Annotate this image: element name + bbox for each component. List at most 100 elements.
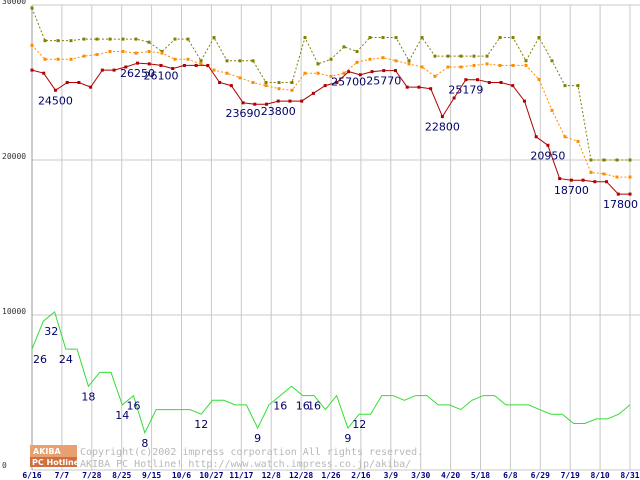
data-point-min_price bbox=[464, 78, 468, 82]
data-point-min_price bbox=[159, 63, 163, 67]
data-point-min_price bbox=[569, 178, 573, 182]
data-point-avg_price bbox=[576, 139, 580, 143]
data-point-min_price bbox=[335, 81, 339, 84]
x-tick-label: 11/17 bbox=[229, 471, 253, 480]
data-point-max_price bbox=[316, 62, 320, 66]
copyright-line-1: Copyright(c)2002 impress corporation All… bbox=[80, 447, 423, 458]
data-point-max_price bbox=[303, 36, 307, 40]
data-label-min_price: 25179 bbox=[448, 84, 483, 97]
data-point-avg_price bbox=[524, 63, 528, 67]
data-point-max_price bbox=[394, 36, 398, 40]
akiba-logo-text: AKIBA bbox=[33, 447, 61, 456]
data-point-min_price bbox=[311, 91, 315, 95]
x-tick-label: 8/10 bbox=[590, 471, 609, 480]
data-point-avg_price bbox=[550, 108, 554, 112]
data-point-max_price bbox=[238, 59, 242, 63]
data-label-min_price: 23800 bbox=[261, 105, 296, 118]
data-point-min_price bbox=[429, 87, 433, 91]
data-point-max_price bbox=[277, 81, 281, 84]
x-tick-label: 12/28 bbox=[289, 471, 313, 480]
data-point-avg_price bbox=[498, 63, 502, 67]
x-tick-label: 10/27 bbox=[199, 471, 223, 480]
data-point-avg_price bbox=[251, 81, 255, 84]
data-point-min_price bbox=[347, 70, 351, 74]
data-point-min_price bbox=[171, 67, 175, 71]
data-point-max_price bbox=[69, 39, 73, 43]
data-point-max_price bbox=[524, 59, 528, 63]
data-point-max_price bbox=[498, 36, 502, 40]
data-point-min_price bbox=[616, 192, 620, 196]
data-point-max_price bbox=[368, 36, 372, 40]
data-point-min_price bbox=[147, 62, 151, 66]
data-point-avg_price bbox=[446, 65, 450, 69]
data-point-avg_price bbox=[277, 87, 281, 91]
data-label-min_price: 26100 bbox=[143, 69, 178, 82]
data-label-shop_count: 9 bbox=[254, 432, 261, 445]
x-tick-label: 12/8 bbox=[262, 471, 281, 480]
data-label-shop_count: 16 bbox=[296, 400, 310, 413]
data-point-avg_price bbox=[485, 62, 489, 66]
y-tick-label: 20000 bbox=[2, 152, 26, 161]
data-label-shop_count: 16 bbox=[127, 400, 141, 413]
data-point-max_price bbox=[628, 158, 632, 162]
y-tick-label: 30000 bbox=[2, 0, 26, 6]
data-point-avg_price bbox=[108, 50, 112, 53]
data-point-max_price bbox=[212, 36, 216, 40]
data-point-avg_price bbox=[199, 62, 203, 66]
data-point-avg_price bbox=[433, 74, 437, 78]
data-label-shop_count: 14 bbox=[115, 409, 129, 422]
data-point-min_price bbox=[194, 63, 198, 67]
data-point-min_price bbox=[229, 84, 233, 88]
data-point-min_price bbox=[393, 69, 397, 73]
x-tick-label: 2/16 bbox=[351, 471, 370, 480]
data-point-min_price bbox=[405, 85, 409, 89]
data-point-max_price bbox=[342, 45, 346, 49]
data-point-max_price bbox=[82, 37, 86, 41]
y-tick-label: 0 bbox=[2, 461, 7, 470]
data-point-avg_price bbox=[264, 84, 268, 88]
x-tick-label: 9/15 bbox=[142, 471, 161, 480]
data-point-min_price bbox=[487, 81, 491, 84]
data-point-max_price bbox=[602, 158, 606, 162]
x-tick-label: 6/29 bbox=[531, 471, 550, 480]
data-label-shop_count: 18 bbox=[81, 390, 95, 403]
data-point-max_price bbox=[134, 37, 138, 41]
data-point-min_price bbox=[124, 65, 128, 69]
data-label-min_price: 26250 bbox=[120, 67, 155, 80]
data-point-min_price bbox=[522, 99, 526, 103]
data-point-max_price bbox=[407, 59, 411, 63]
data-label-shop_count: 9 bbox=[344, 432, 351, 445]
data-point-max_price bbox=[589, 158, 593, 162]
data-point-min_price bbox=[288, 99, 292, 103]
data-point-min_price bbox=[628, 192, 632, 196]
data-point-max_price bbox=[173, 37, 177, 41]
data-point-avg_price bbox=[589, 170, 593, 174]
data-point-avg_price bbox=[381, 56, 385, 60]
copyright-footer: AKIBA PC Hotline! Copyright(c)2002 impre… bbox=[30, 445, 423, 470]
data-point-min_price bbox=[546, 143, 550, 147]
data-point-min_price bbox=[593, 180, 597, 184]
y-tick-labels: 30000 20000 10000 0 bbox=[2, 0, 26, 470]
data-point-max_price bbox=[251, 59, 255, 63]
data-point-min_price bbox=[558, 177, 562, 181]
data-point-avg_price bbox=[160, 51, 164, 55]
data-point-avg_price bbox=[459, 65, 463, 69]
y-tick-label: 10000 bbox=[2, 307, 26, 316]
x-tick-label: 7/19 bbox=[561, 471, 580, 480]
x-tick-label: 7/7 bbox=[55, 471, 70, 480]
akiba-logo-top bbox=[30, 445, 77, 457]
data-label-min_price: 25770 bbox=[366, 75, 401, 88]
data-point-avg_price bbox=[511, 63, 515, 67]
x-tick-label: 3/9 bbox=[384, 471, 399, 480]
data-point-max_price bbox=[121, 37, 125, 41]
data-point-max_price bbox=[459, 54, 463, 58]
data-point-max_price bbox=[472, 54, 476, 58]
data-point-min_price bbox=[265, 102, 269, 106]
series-line-shop_count bbox=[31, 311, 631, 435]
data-point-max_price bbox=[511, 36, 515, 40]
data-point-avg_price bbox=[121, 50, 125, 53]
data-point-avg_price bbox=[134, 51, 138, 55]
data-point-max_price bbox=[550, 59, 554, 63]
